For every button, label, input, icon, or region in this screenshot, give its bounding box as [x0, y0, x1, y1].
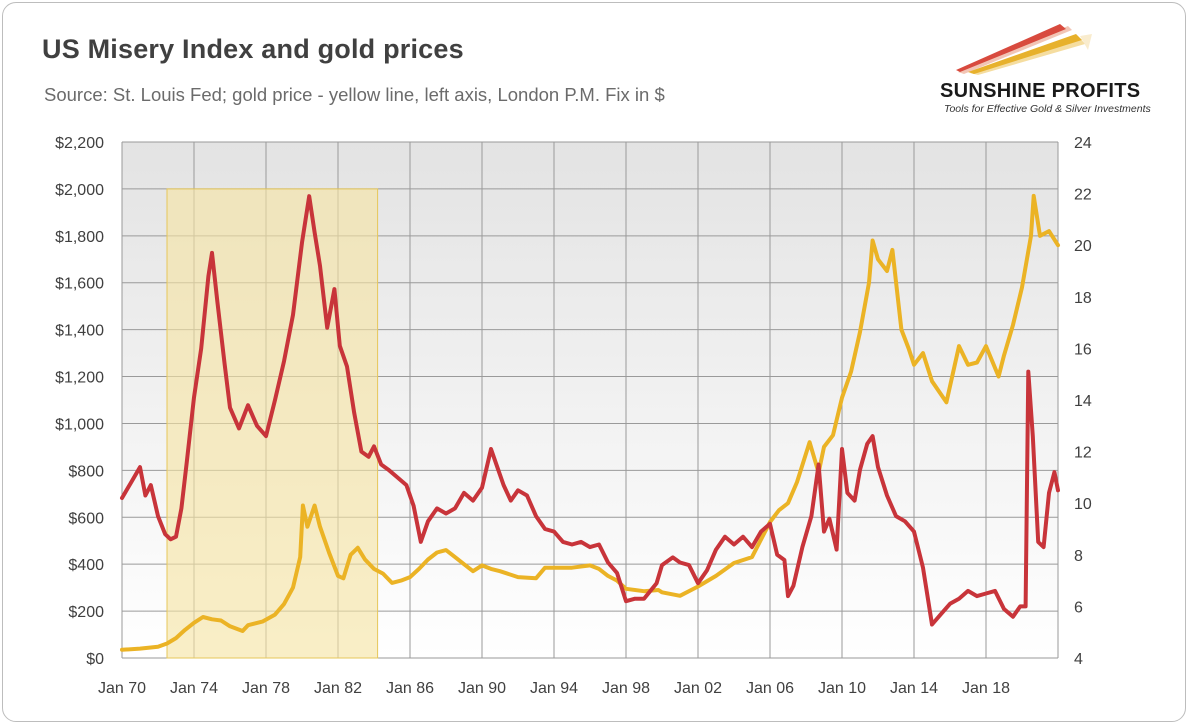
y-right-tick-label: 18 [1074, 290, 1092, 307]
y-right-tick-label: 16 [1074, 341, 1092, 358]
logo-rays-icon [956, 24, 1092, 75]
y-left-tick-label: $200 [68, 604, 104, 621]
y-left-tick-label: $400 [68, 557, 104, 574]
x-tick-label: Jan 10 [818, 680, 866, 697]
y-axis-left: $0 $200 $400 $600 $800 $1,000 $1,200 $1,400 $1,6… [55, 135, 104, 668]
y-left-tick-label: $1,000 [55, 416, 104, 433]
sunshine-profits-logo: SUNSHINE PROFITS Tools for Effective Gol… [930, 20, 1170, 120]
y-left-tick-label: $1,400 [55, 323, 104, 340]
y-axis-right: 4 6 8 10 12 14 16 18 20 22 24 [1074, 135, 1092, 668]
y-left-tick-label: $0 [86, 651, 104, 668]
misery-index-line [120, 194, 1060, 627]
gold-price-line [120, 193, 1060, 652]
x-tick-label: Jan 18 [962, 680, 1010, 697]
y-left-tick-label: $1,800 [55, 229, 104, 246]
highlight-period [166, 188, 379, 659]
x-tick-label: Jan 90 [458, 680, 506, 697]
series-group [120, 193, 1060, 652]
x-tick-label: Jan 82 [314, 680, 362, 697]
y-right-tick-label: 12 [1074, 445, 1092, 462]
x-tick-label: Jan 14 [890, 680, 938, 697]
x-tick-label: Jan 78 [242, 680, 290, 697]
y-right-tick-label: 20 [1074, 238, 1092, 255]
x-tick-label: Jan 70 [98, 680, 146, 697]
y-right-tick-label: 6 [1074, 599, 1083, 616]
y-right-tick-label: 8 [1074, 548, 1083, 565]
y-right-tick-label: 4 [1074, 651, 1083, 668]
y-left-tick-label: $800 [68, 463, 104, 480]
y-left-tick-label: $1,200 [55, 370, 104, 387]
x-tick-label: Jan 86 [386, 680, 434, 697]
x-tick-label: Jan 06 [746, 680, 794, 697]
x-tick-label: Jan 98 [602, 680, 650, 697]
logo-name: SUNSHINE PROFITS [940, 80, 1141, 102]
y-right-tick-label: 24 [1074, 135, 1092, 152]
y-left-tick-label: $600 [68, 510, 104, 527]
x-tick-label: Jan 02 [674, 680, 722, 697]
y-left-tick-label: $1,600 [55, 276, 104, 293]
y-left-tick-label: $2,000 [55, 182, 104, 199]
x-tick-label: Jan 74 [170, 680, 218, 697]
y-right-tick-label: 10 [1074, 496, 1092, 513]
chart-subtitle: Source: St. Louis Fed; gold price - yell… [44, 84, 665, 105]
y-right-tick-label: 22 [1074, 187, 1092, 204]
x-tick-label: Jan 94 [530, 680, 578, 697]
y-right-tick-label: 14 [1074, 393, 1092, 410]
y-left-tick-label: $2,200 [55, 135, 104, 152]
logo-tagline: Tools for Effective Gold & Silver Invest… [944, 103, 1151, 115]
x-axis: Jan 70 Jan 74 Jan 78 Jan 82 Jan 86 Jan 90 Jan … [98, 680, 1010, 697]
chart-title: US Misery Index and gold prices [42, 34, 464, 64]
